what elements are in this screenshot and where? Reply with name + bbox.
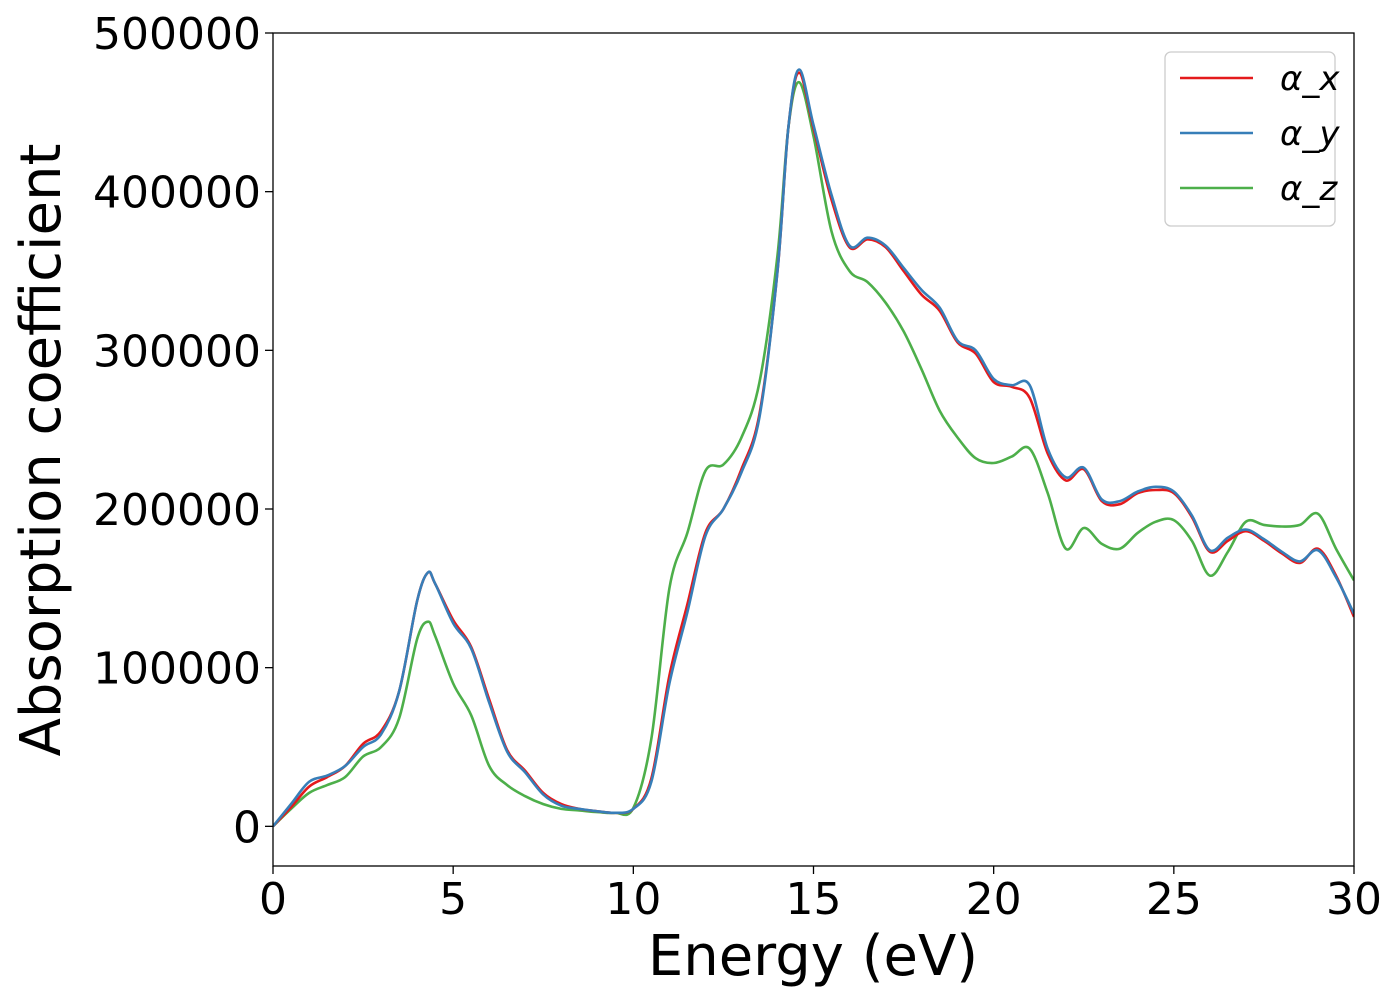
y-tick-label: 100000: [93, 644, 261, 695]
x-axis-ticks: 0 5 10 15 20 25 30: [259, 866, 1382, 925]
y-axis-label: Absorption coefficient: [9, 144, 74, 757]
legend-label-alpha-y: α_y: [1280, 114, 1340, 154]
y-tick-label: 0: [233, 802, 261, 853]
y-tick-label: 400000: [93, 168, 261, 219]
legend-label-alpha-x: α_x: [1280, 59, 1340, 99]
x-tick-label: 0: [259, 874, 287, 925]
y-tick-label: 300000: [93, 326, 261, 377]
series-layer: [273, 68, 1354, 828]
x-tick-label: 10: [605, 874, 661, 925]
series-alpha-y-line: [273, 68, 1354, 828]
x-tick-label: 25: [1146, 874, 1202, 925]
x-tick-label: 30: [1326, 874, 1382, 925]
x-tick-label: 15: [786, 874, 842, 925]
legend-box: [1164, 51, 1336, 227]
x-tick-label: 5: [439, 874, 467, 925]
y-tick-label: 500000: [93, 9, 261, 60]
y-tick-label: 200000: [93, 485, 261, 536]
x-axis-label: Energy (eV): [648, 924, 978, 989]
legend-label-alpha-z: α_z: [1280, 169, 1338, 209]
x-tick-label: 20: [966, 874, 1022, 925]
legend: α_x α_y α_z: [1164, 51, 1340, 227]
y-axis-ticks: 0 100000 200000 300000 400000 500000: [93, 9, 273, 853]
